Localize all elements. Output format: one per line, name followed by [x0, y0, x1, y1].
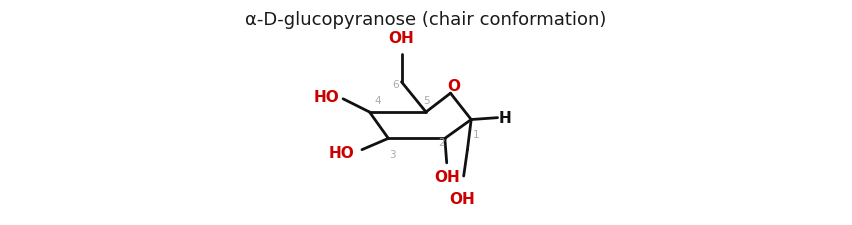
Text: OH: OH	[449, 191, 475, 206]
Text: 1: 1	[472, 129, 479, 139]
Text: 4: 4	[375, 96, 381, 106]
Text: 5: 5	[423, 96, 429, 106]
Text: O: O	[448, 79, 461, 94]
Text: 3: 3	[389, 150, 395, 160]
Text: OH: OH	[434, 169, 459, 184]
Text: HO: HO	[328, 146, 354, 160]
Text: 6: 6	[392, 79, 399, 89]
Text: HO: HO	[314, 90, 339, 105]
Text: α-D-glucopyranose (chair conformation): α-D-glucopyranose (chair conformation)	[245, 11, 607, 29]
Text: 2: 2	[439, 137, 445, 147]
Text: OH: OH	[389, 31, 414, 46]
Text: H: H	[498, 111, 511, 126]
